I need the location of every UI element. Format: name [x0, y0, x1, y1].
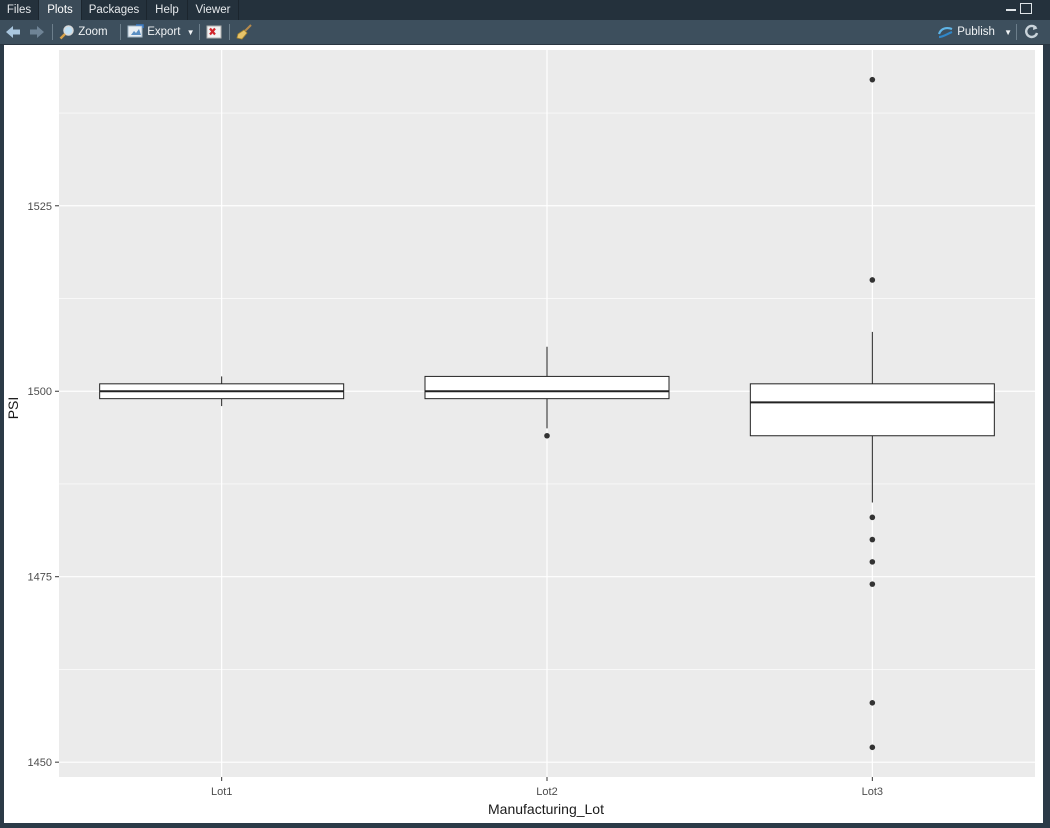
box-lot3 — [749, 76, 995, 751]
outlier-point — [869, 744, 876, 751]
box-lot1 — [99, 376, 345, 407]
remove-plot-button[interactable] — [206, 20, 222, 44]
back-button[interactable] — [5, 20, 21, 44]
dropdown-arrow-icon: ▼ — [1004, 28, 1013, 37]
pane-tabbar: Files Plots Packages Help Viewer — [0, 0, 1050, 20]
magnifier-icon — [59, 25, 74, 40]
publish-label: Publish — [957, 26, 995, 38]
x-tick-label: Lot2 — [536, 786, 557, 798]
box-lot2 — [424, 346, 670, 439]
tab-plots[interactable]: Plots — [39, 0, 82, 20]
y-axis-label: PSI — [5, 397, 21, 420]
maximize-icon[interactable] — [1020, 3, 1032, 14]
zoom-button[interactable]: Zoom — [59, 20, 108, 44]
tab-viewer[interactable]: Viewer — [188, 0, 239, 20]
iqr-box — [424, 375, 670, 400]
export-button[interactable]: Export ▼ — [127, 20, 195, 44]
minimize-icon[interactable] — [1006, 8, 1016, 11]
export-label: Export — [147, 26, 181, 38]
toolbar-separator — [120, 24, 121, 40]
outlier-point — [869, 76, 876, 83]
zoom-label: Zoom — [78, 26, 108, 38]
forward-button[interactable] — [29, 20, 45, 44]
x-axis: Lot1 Lot2 Lot3 — [211, 777, 883, 798]
refresh-icon — [1025, 25, 1039, 39]
toolbar-separator — [1016, 24, 1017, 40]
arrow-right-icon — [30, 25, 44, 38]
x-tick-label: Lot3 — [862, 786, 883, 798]
toolbar-separator — [199, 24, 200, 40]
x-axis-label: Manufacturing_Lot — [488, 801, 604, 817]
outlier-point — [869, 581, 876, 587]
outlier-point — [869, 277, 876, 283]
publish-button[interactable]: Publish ▼ — [937, 20, 1012, 44]
y-tick-label: 1525 — [28, 201, 52, 213]
outlier-point — [869, 514, 876, 521]
clear-plots-button[interactable] — [236, 20, 252, 44]
tab-packages[interactable]: Packages — [82, 0, 147, 20]
outlier-point — [869, 559, 876, 565]
outlier-point — [544, 432, 550, 439]
box-series — [99, 76, 995, 751]
dropdown-arrow-icon: ▼ — [186, 28, 195, 37]
toolbar-separator — [229, 24, 230, 40]
iqr-box — [749, 383, 995, 437]
outlier-point — [869, 700, 876, 706]
y-tick-label: 1475 — [28, 572, 52, 584]
y-axis: 1450 1475 1500 1525 — [28, 201, 59, 769]
arrow-left-icon — [6, 25, 20, 38]
plots-toolbar: Zoom Export ▼ Publish ▼ — [0, 20, 1050, 45]
pane-bottom-border — [0, 823, 1050, 828]
remove-plot-icon — [206, 25, 222, 39]
x-tick-label: Lot1 — [211, 786, 232, 798]
broom-icon — [236, 24, 252, 40]
refresh-button[interactable] — [1024, 20, 1039, 44]
plot-viewer: 1450 1475 1500 1525 Lot1 Lot2 Lot3 Manufactur… — [4, 45, 1043, 823]
toolbar-separator — [52, 24, 53, 40]
tab-help[interactable]: Help — [147, 0, 188, 20]
outlier-point — [869, 536, 876, 543]
y-tick-label: 1450 — [28, 757, 52, 769]
publish-icon — [937, 26, 953, 39]
export-icon — [127, 24, 144, 38]
tab-files[interactable]: Files — [0, 0, 39, 20]
boxplot-chart: 1450 1475 1500 1525 Lot1 Lot2 Lot3 Manufactur… — [5, 50, 1035, 817]
y-tick-label: 1500 — [28, 386, 52, 398]
